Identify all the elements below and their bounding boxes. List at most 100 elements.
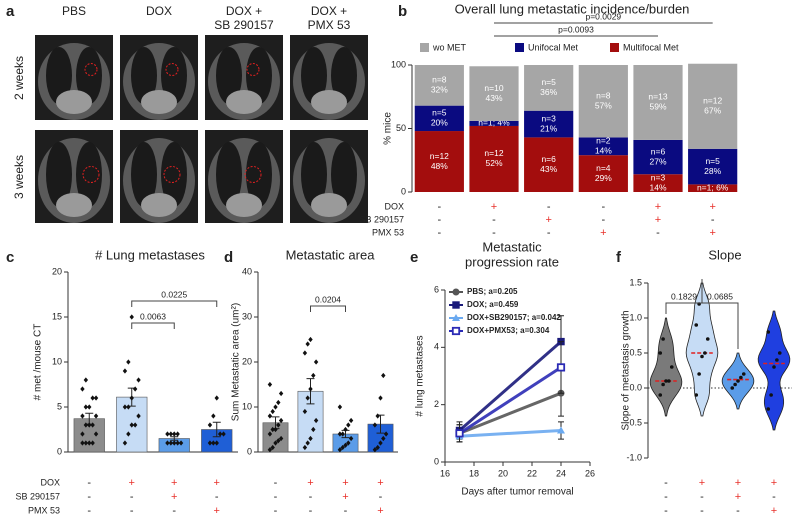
- ct-lung: [301, 47, 327, 104]
- y-tick-label: -0.5: [626, 417, 642, 427]
- data-point: [178, 440, 184, 446]
- data-point: [122, 368, 128, 374]
- panel-letter: c: [6, 249, 14, 266]
- data-point: [221, 431, 226, 437]
- data-point: [165, 431, 170, 437]
- value-label: 28%: [704, 166, 721, 176]
- row-label: 3 weeks: [12, 155, 26, 199]
- data-point: [375, 413, 380, 419]
- data-point: [90, 422, 95, 428]
- treatment-sign: -: [492, 227, 496, 239]
- ct-lung: [131, 142, 157, 207]
- treatment-sign: -: [736, 505, 740, 517]
- data-point: [132, 386, 138, 392]
- x-tick-label: 26: [585, 468, 595, 478]
- panel-letter: f: [616, 249, 622, 266]
- treatment-name: DOX: [40, 477, 60, 487]
- treatment-sign: -: [379, 491, 383, 503]
- data-point: [694, 393, 699, 397]
- data-point: [378, 395, 383, 401]
- legend-swatch: [515, 43, 524, 52]
- treatment-name: PMX 53: [372, 227, 404, 237]
- ct-lung: [216, 47, 242, 104]
- ct-lung: [76, 142, 102, 207]
- value-label: 36%: [540, 87, 557, 97]
- y-tick-label: 6: [434, 284, 439, 294]
- y-tick-label: 0: [401, 186, 406, 196]
- treatment-sign: -: [492, 214, 496, 226]
- value-label: 43%: [485, 93, 502, 103]
- lesion-outline: [244, 166, 262, 183]
- treatment-sign: -: [274, 491, 278, 503]
- value-label: n=8: [596, 90, 611, 100]
- value-label: n=10: [484, 83, 503, 93]
- series-line: [458, 391, 562, 435]
- value-label: n=12: [484, 148, 503, 158]
- value-label: n=6: [541, 154, 556, 164]
- column-label: PBS: [62, 4, 86, 18]
- data-point: [340, 444, 345, 451]
- lesion-outline: [165, 63, 179, 76]
- treatment-sign: +: [709, 227, 715, 239]
- ct-lung: [331, 142, 357, 207]
- legend-label: DOX+PMX53; a=0.304: [467, 326, 550, 335]
- data-point: [87, 422, 92, 428]
- data-point: [311, 372, 316, 379]
- treatment-sign: +: [129, 477, 135, 489]
- data-point: [267, 413, 273, 419]
- y-tick-label: 15: [52, 311, 62, 321]
- lesion-outline: [163, 166, 181, 183]
- y-tick-label: 1.0: [629, 312, 642, 322]
- significance-bracket: [310, 305, 346, 312]
- lesion-outline: [246, 63, 260, 76]
- value-label: n=12: [703, 96, 722, 106]
- ct-heart: [56, 90, 92, 114]
- chart-title: Overall lung metastatic incidence/burden: [455, 1, 690, 16]
- value-label: 20%: [431, 118, 448, 128]
- treatment-sign: +: [699, 477, 705, 489]
- legend-label: PBS; a=0.205: [467, 287, 518, 296]
- treatment-sign: -: [656, 227, 660, 239]
- value-label: n=1; 6%: [697, 182, 729, 192]
- treatment-sign: +: [545, 214, 551, 226]
- data-point: [302, 444, 308, 451]
- legend-label: wo MET: [432, 42, 467, 52]
- data-point: [340, 431, 345, 437]
- data-point: [308, 386, 313, 392]
- data-point: [661, 382, 665, 387]
- chart-title: Slope: [708, 247, 741, 262]
- data-point: [697, 372, 701, 376]
- chart-title: Metastatic area: [286, 247, 376, 262]
- data-point: [90, 440, 95, 446]
- data-point: [214, 395, 219, 401]
- data-point: [165, 440, 170, 446]
- data-point: [175, 431, 180, 437]
- data-point: [769, 393, 773, 397]
- treatment-sign: -: [772, 491, 776, 503]
- treatment-sign: -: [344, 505, 348, 517]
- data-point: [175, 440, 180, 446]
- p-value: 0.0685: [707, 291, 733, 301]
- p-value: 0.1829: [671, 291, 697, 301]
- data-point: [273, 440, 278, 446]
- y-tick-label: 0: [57, 446, 62, 456]
- data-point: [730, 386, 735, 390]
- y-axis-label: # met /mouse CT: [33, 324, 44, 401]
- value-label: 48%: [431, 161, 448, 171]
- value-label: n=5: [541, 77, 556, 87]
- p-value: p=0.0093: [558, 24, 594, 34]
- data-point: [311, 426, 316, 433]
- treatment-sign: -: [309, 491, 313, 503]
- ct-heart: [226, 90, 262, 114]
- treatment-sign: +: [655, 214, 661, 226]
- data-point: [211, 413, 216, 419]
- treatment-sign: -: [664, 477, 668, 489]
- y-tick-label: 40: [242, 266, 252, 276]
- treatment-name: SB 290157: [359, 214, 404, 224]
- column-label: DOX: [146, 4, 172, 18]
- data-point: [93, 413, 99, 419]
- y-tick-label: 10: [52, 356, 62, 366]
- panel-letter: e: [410, 249, 418, 266]
- data-point: [772, 365, 776, 369]
